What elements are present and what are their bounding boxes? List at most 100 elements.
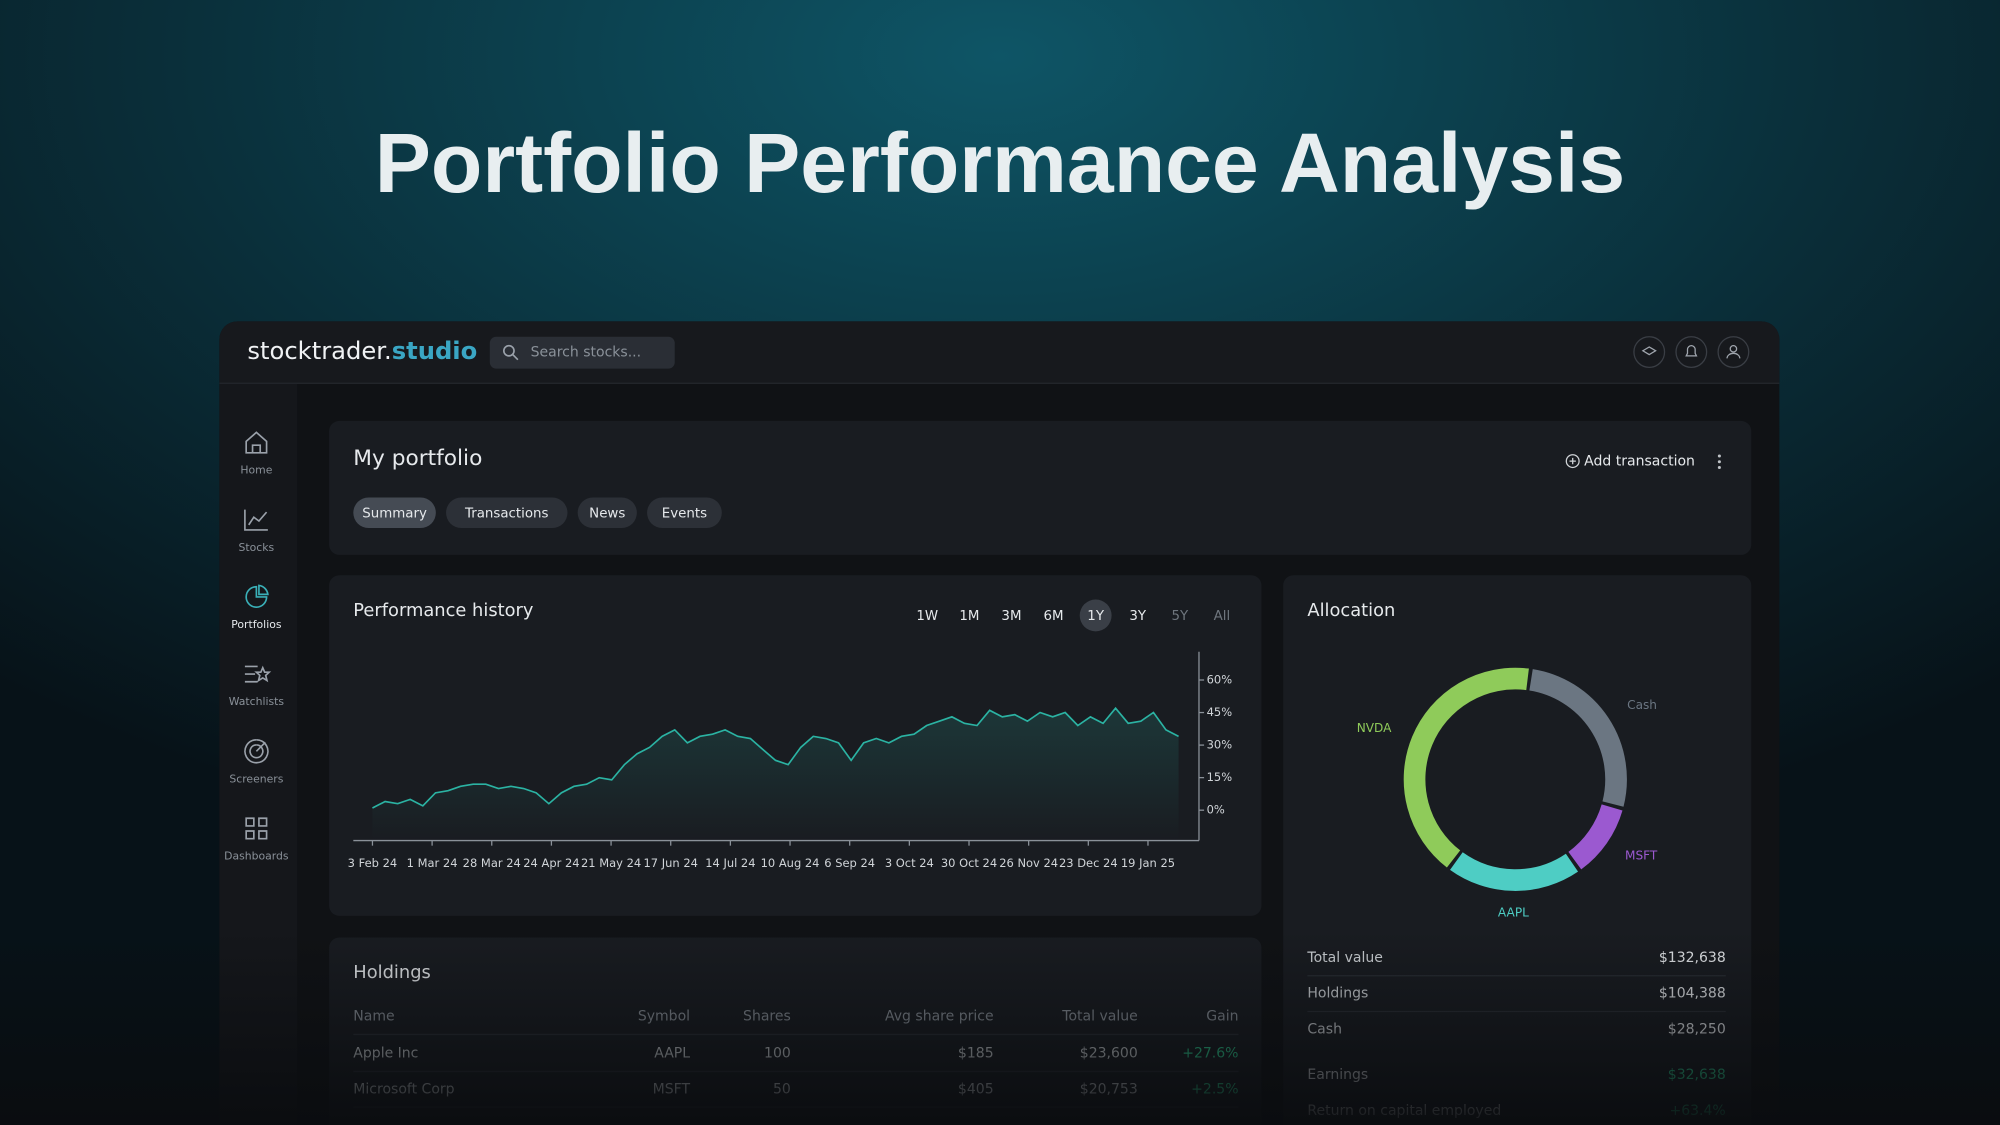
- nav-item[interactable]: Portfolios: [231, 584, 282, 631]
- table-cell: Shares: [743, 1009, 791, 1025]
- donut-segment: [1529, 669, 1627, 807]
- tab[interactable]: News: [577, 497, 637, 529]
- nav-label[interactable]: Home: [240, 464, 272, 477]
- holdings-title: Holdings: [353, 962, 431, 983]
- tabs: Summary Transactions News Events: [353, 497, 722, 529]
- nav-item[interactable]: Dashboards: [224, 817, 289, 863]
- range-label[interactable]: 1Y: [1087, 609, 1105, 624]
- x-tick-label: 10 Aug 24: [761, 856, 820, 870]
- y-tick-label: 15%: [1207, 770, 1233, 784]
- add-transaction-label[interactable]: Add transaction: [1584, 454, 1695, 470]
- range-label[interactable]: 1M: [959, 609, 979, 624]
- table-cell: Apple Inc: [353, 1046, 418, 1062]
- range-label[interactable]: 1W: [916, 609, 938, 624]
- performance-title: Performance history: [353, 600, 534, 621]
- x-tick-label: 6 Sep 24: [824, 856, 875, 870]
- x-tick-label: 26 Nov 24: [999, 856, 1058, 870]
- range-button[interactable]: 5Y: [1172, 609, 1190, 624]
- tab-pill[interactable]: [446, 497, 568, 529]
- range-button[interactable]: 3M: [1001, 609, 1021, 624]
- table-cell: $20,753: [1080, 1081, 1138, 1097]
- more-menu[interactable]: [1717, 454, 1721, 470]
- range-label[interactable]: 6M: [1044, 609, 1064, 624]
- range-button[interactable]: 3Y: [1129, 609, 1147, 624]
- nav-icon: [244, 509, 268, 531]
- table-cell: Name: [353, 1009, 394, 1025]
- table-cell: Microsoft Corp: [353, 1081, 454, 1097]
- x-tick-label: 3 Oct 24: [885, 856, 934, 870]
- account-button[interactable]: [1717, 336, 1750, 368]
- logo-accent[interactable]: studio: [392, 337, 478, 365]
- nav-icon: [244, 665, 272, 683]
- nav-label[interactable]: Dashboards: [224, 850, 289, 863]
- table-cell: $405: [958, 1081, 994, 1097]
- range-button[interactable]: 1M: [959, 609, 979, 624]
- x-tick-label: 1 Mar 24: [407, 856, 458, 870]
- x-tick-label: 3 Feb 24: [348, 856, 398, 870]
- donut-segment: [1568, 804, 1623, 870]
- logo-main[interactable]: stocktrader.: [247, 337, 391, 365]
- line: [372, 706, 1179, 809]
- nav-label[interactable]: Watchlists: [229, 695, 285, 708]
- tab-pill[interactable]: [353, 497, 436, 529]
- range-label[interactable]: 3Y: [1129, 609, 1147, 624]
- donut-label: Cash: [1627, 698, 1657, 712]
- nav-item[interactable]: Watchlists: [229, 665, 285, 708]
- nav-label[interactable]: Portfolios: [231, 618, 282, 631]
- search-field[interactable]: [489, 336, 675, 369]
- tab[interactable]: Summary: [353, 497, 436, 529]
- y-tick-label: 60%: [1207, 672, 1233, 686]
- tab-label[interactable]: News: [589, 506, 625, 521]
- nav-item[interactable]: Home: [240, 431, 273, 477]
- allocation-title: Allocation: [1307, 600, 1395, 621]
- nav-item[interactable]: Stocks: [239, 509, 275, 554]
- x-tick-label: 28 Mar 24: [463, 856, 521, 870]
- nav-icon: [245, 431, 268, 454]
- range-button[interactable]: 1W: [916, 609, 938, 624]
- range-label[interactable]: All: [1214, 609, 1231, 624]
- nav-icon: [244, 738, 269, 764]
- portfolio-card: [329, 420, 1752, 555]
- range-label[interactable]: 3M: [1001, 609, 1021, 624]
- range-button[interactable]: All: [1214, 609, 1231, 624]
- academy-button[interactable]: [1633, 336, 1666, 368]
- sidebar: [219, 383, 298, 1125]
- summary-label: Holdings: [1307, 986, 1368, 1002]
- table-cell: +27.6%: [1182, 1046, 1238, 1062]
- nav-icon: [245, 584, 269, 608]
- donut-segment: [1403, 667, 1529, 868]
- tab[interactable]: Transactions: [446, 497, 568, 529]
- tab[interactable]: Events: [647, 497, 722, 529]
- page-title: Portfolio Performance Analysis: [375, 116, 1625, 210]
- search-icon-handle: [512, 354, 519, 361]
- nav-item[interactable]: Screeners: [229, 738, 284, 786]
- nav-label[interactable]: Screeners: [229, 772, 283, 785]
- table-cell: $23,600: [1080, 1046, 1138, 1062]
- range-button[interactable]: 6M: [1044, 609, 1064, 624]
- x-tick-label: 23 Dec 24: [1059, 856, 1118, 870]
- summary-value: $104,388: [1659, 986, 1726, 1002]
- summary-label: Return on capital employed: [1307, 1103, 1501, 1119]
- range-button[interactable]: 1Y: [1079, 599, 1112, 632]
- area: [372, 708, 1179, 841]
- x-tick-label: 24 Apr 24: [523, 856, 579, 870]
- tab-pill[interactable]: [577, 497, 637, 529]
- tab-label[interactable]: Transactions: [464, 506, 549, 521]
- tab-label[interactable]: Summary: [362, 506, 427, 521]
- academy-icon: [1641, 346, 1657, 356]
- tab-pill[interactable]: [647, 497, 722, 529]
- table-cell: +2.5%: [1191, 1081, 1238, 1097]
- range-highlight: [1079, 599, 1112, 632]
- logo[interactable]: stocktrader.studio: [247, 337, 477, 365]
- nav-label[interactable]: Stocks: [239, 541, 275, 554]
- add-transaction-button[interactable]: Add transaction: [1565, 454, 1695, 470]
- range-label[interactable]: 5Y: [1172, 609, 1190, 624]
- tab-label[interactable]: Events: [662, 506, 707, 521]
- nav-icon: [245, 817, 268, 840]
- search-box[interactable]: Search stocks...: [489, 336, 675, 369]
- notifications-button[interactable]: [1675, 336, 1708, 368]
- table-cell: Gain: [1206, 1009, 1238, 1025]
- donut-label: MSFT: [1625, 849, 1658, 863]
